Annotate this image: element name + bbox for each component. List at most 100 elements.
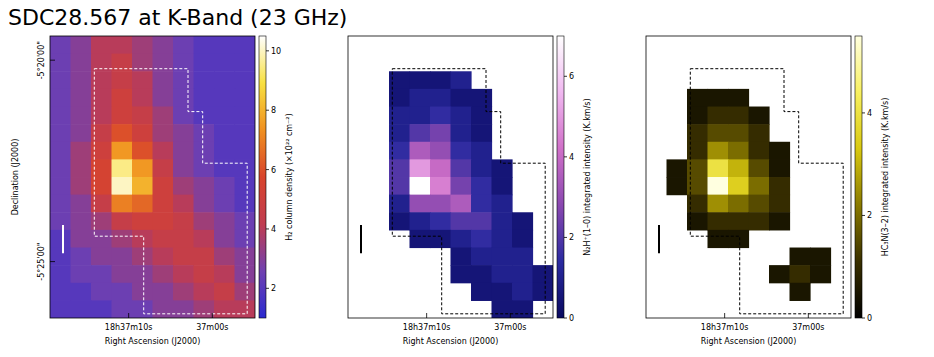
heat-cell xyxy=(50,124,71,142)
plot-frame xyxy=(646,36,851,318)
heat-cell xyxy=(708,142,729,160)
heat-cell xyxy=(533,265,554,283)
heat-cell xyxy=(71,142,92,160)
heat-cell xyxy=(430,159,451,177)
heat-cell xyxy=(430,142,451,160)
x-tick-label: 18h37m10s xyxy=(105,323,153,332)
heat-cell xyxy=(769,195,790,213)
heat-cell xyxy=(235,265,256,283)
heat-cell xyxy=(708,159,729,177)
heat-cell xyxy=(214,36,235,54)
heat-cell xyxy=(153,107,174,125)
heat-cell xyxy=(533,283,554,301)
colorbar-tick-label: 4 xyxy=(271,225,276,234)
scale-bar xyxy=(360,225,362,253)
heat-cell xyxy=(112,177,133,195)
heat-cell xyxy=(50,54,71,72)
colorbar-tick xyxy=(564,237,567,238)
heat-cell xyxy=(410,71,431,89)
cells xyxy=(50,36,255,318)
colorbar-tick xyxy=(564,156,567,157)
heat-cell xyxy=(471,177,492,195)
heat-cell xyxy=(410,195,431,213)
heat-cell xyxy=(492,300,513,318)
heat-cell xyxy=(71,248,92,266)
heat-cell xyxy=(235,142,256,160)
heat-cell xyxy=(451,89,472,107)
heat-cell xyxy=(173,159,194,177)
heat-cell xyxy=(410,177,431,195)
heat-cell xyxy=(492,159,513,177)
heat-cell xyxy=(471,212,492,230)
colorbar-tick-label: 2 xyxy=(569,233,574,242)
heat-cell xyxy=(71,54,92,72)
heat-cell xyxy=(749,124,770,142)
heat-cell xyxy=(471,195,492,213)
heat-cell xyxy=(91,36,112,54)
heat-cell xyxy=(132,159,153,177)
heat-cell xyxy=(214,107,235,125)
heat-cell xyxy=(194,212,215,230)
heat-cell xyxy=(728,230,749,248)
colorbar-tick-label: 4 xyxy=(867,109,872,118)
heat-cell xyxy=(173,142,194,160)
heat-cell xyxy=(50,230,71,248)
heat-cell xyxy=(708,230,729,248)
heat-cell xyxy=(214,54,235,72)
heat-cell xyxy=(235,177,256,195)
colorbar-tick-label: 10 xyxy=(271,47,281,56)
heat-cell xyxy=(153,212,174,230)
heat-cell xyxy=(728,159,749,177)
heat-cell xyxy=(512,265,533,283)
colorbar-title: HC₃N(3–2) integrated intensity (K.km/s) xyxy=(881,98,890,257)
heat-cell xyxy=(50,142,71,160)
heat-cell xyxy=(132,177,153,195)
scale-bar xyxy=(658,225,660,253)
heat-cell xyxy=(71,107,92,125)
heat-cell xyxy=(214,230,235,248)
colorbar-tick-label: 0 xyxy=(569,314,574,323)
heat-cell xyxy=(430,230,451,248)
colorbar-tick xyxy=(564,76,567,77)
heat-cell xyxy=(194,265,215,283)
heat-cell xyxy=(492,230,513,248)
heat-cell xyxy=(410,89,431,107)
heat-cell xyxy=(769,142,790,160)
colorbar-tick xyxy=(266,228,269,229)
heat-cell xyxy=(430,71,451,89)
x-tick xyxy=(212,313,213,318)
heat-cell xyxy=(50,195,71,213)
heat-cell xyxy=(112,142,133,160)
heat-cell xyxy=(173,300,194,318)
heat-cell xyxy=(194,248,215,266)
heat-cell xyxy=(50,159,71,177)
heat-cell xyxy=(71,124,92,142)
colorbar-tick xyxy=(862,112,865,113)
y-tick xyxy=(50,261,55,262)
heat-cell xyxy=(153,36,174,54)
colorbar xyxy=(855,36,862,318)
heat-cell xyxy=(769,265,790,283)
colorbar-title: N₂H⁺(1–0) integrated intensity (K.km/s) xyxy=(583,98,592,255)
heat-cell xyxy=(471,248,492,266)
heat-cell xyxy=(471,89,492,107)
heat-cell xyxy=(132,248,153,266)
heat-cell xyxy=(50,265,71,283)
colorbar-tick-label: 2 xyxy=(271,284,276,293)
heat-cell xyxy=(471,159,492,177)
heat-cell xyxy=(153,124,174,142)
colorbar-tick xyxy=(266,169,269,170)
x-tick-label: 37m00s xyxy=(494,323,526,332)
heat-cell xyxy=(492,248,513,266)
heat-cell xyxy=(451,71,472,89)
heat-cell xyxy=(194,230,215,248)
heat-cell xyxy=(471,230,492,248)
heat-cell xyxy=(91,248,112,266)
x-tick-label: 37m00s xyxy=(196,323,228,332)
scale-bar xyxy=(62,225,64,253)
heat-cell xyxy=(214,248,235,266)
y-tick xyxy=(50,60,55,61)
heat-cell xyxy=(749,142,770,160)
heat-cell xyxy=(71,212,92,230)
x-tick-label: 37m00s xyxy=(792,323,824,332)
